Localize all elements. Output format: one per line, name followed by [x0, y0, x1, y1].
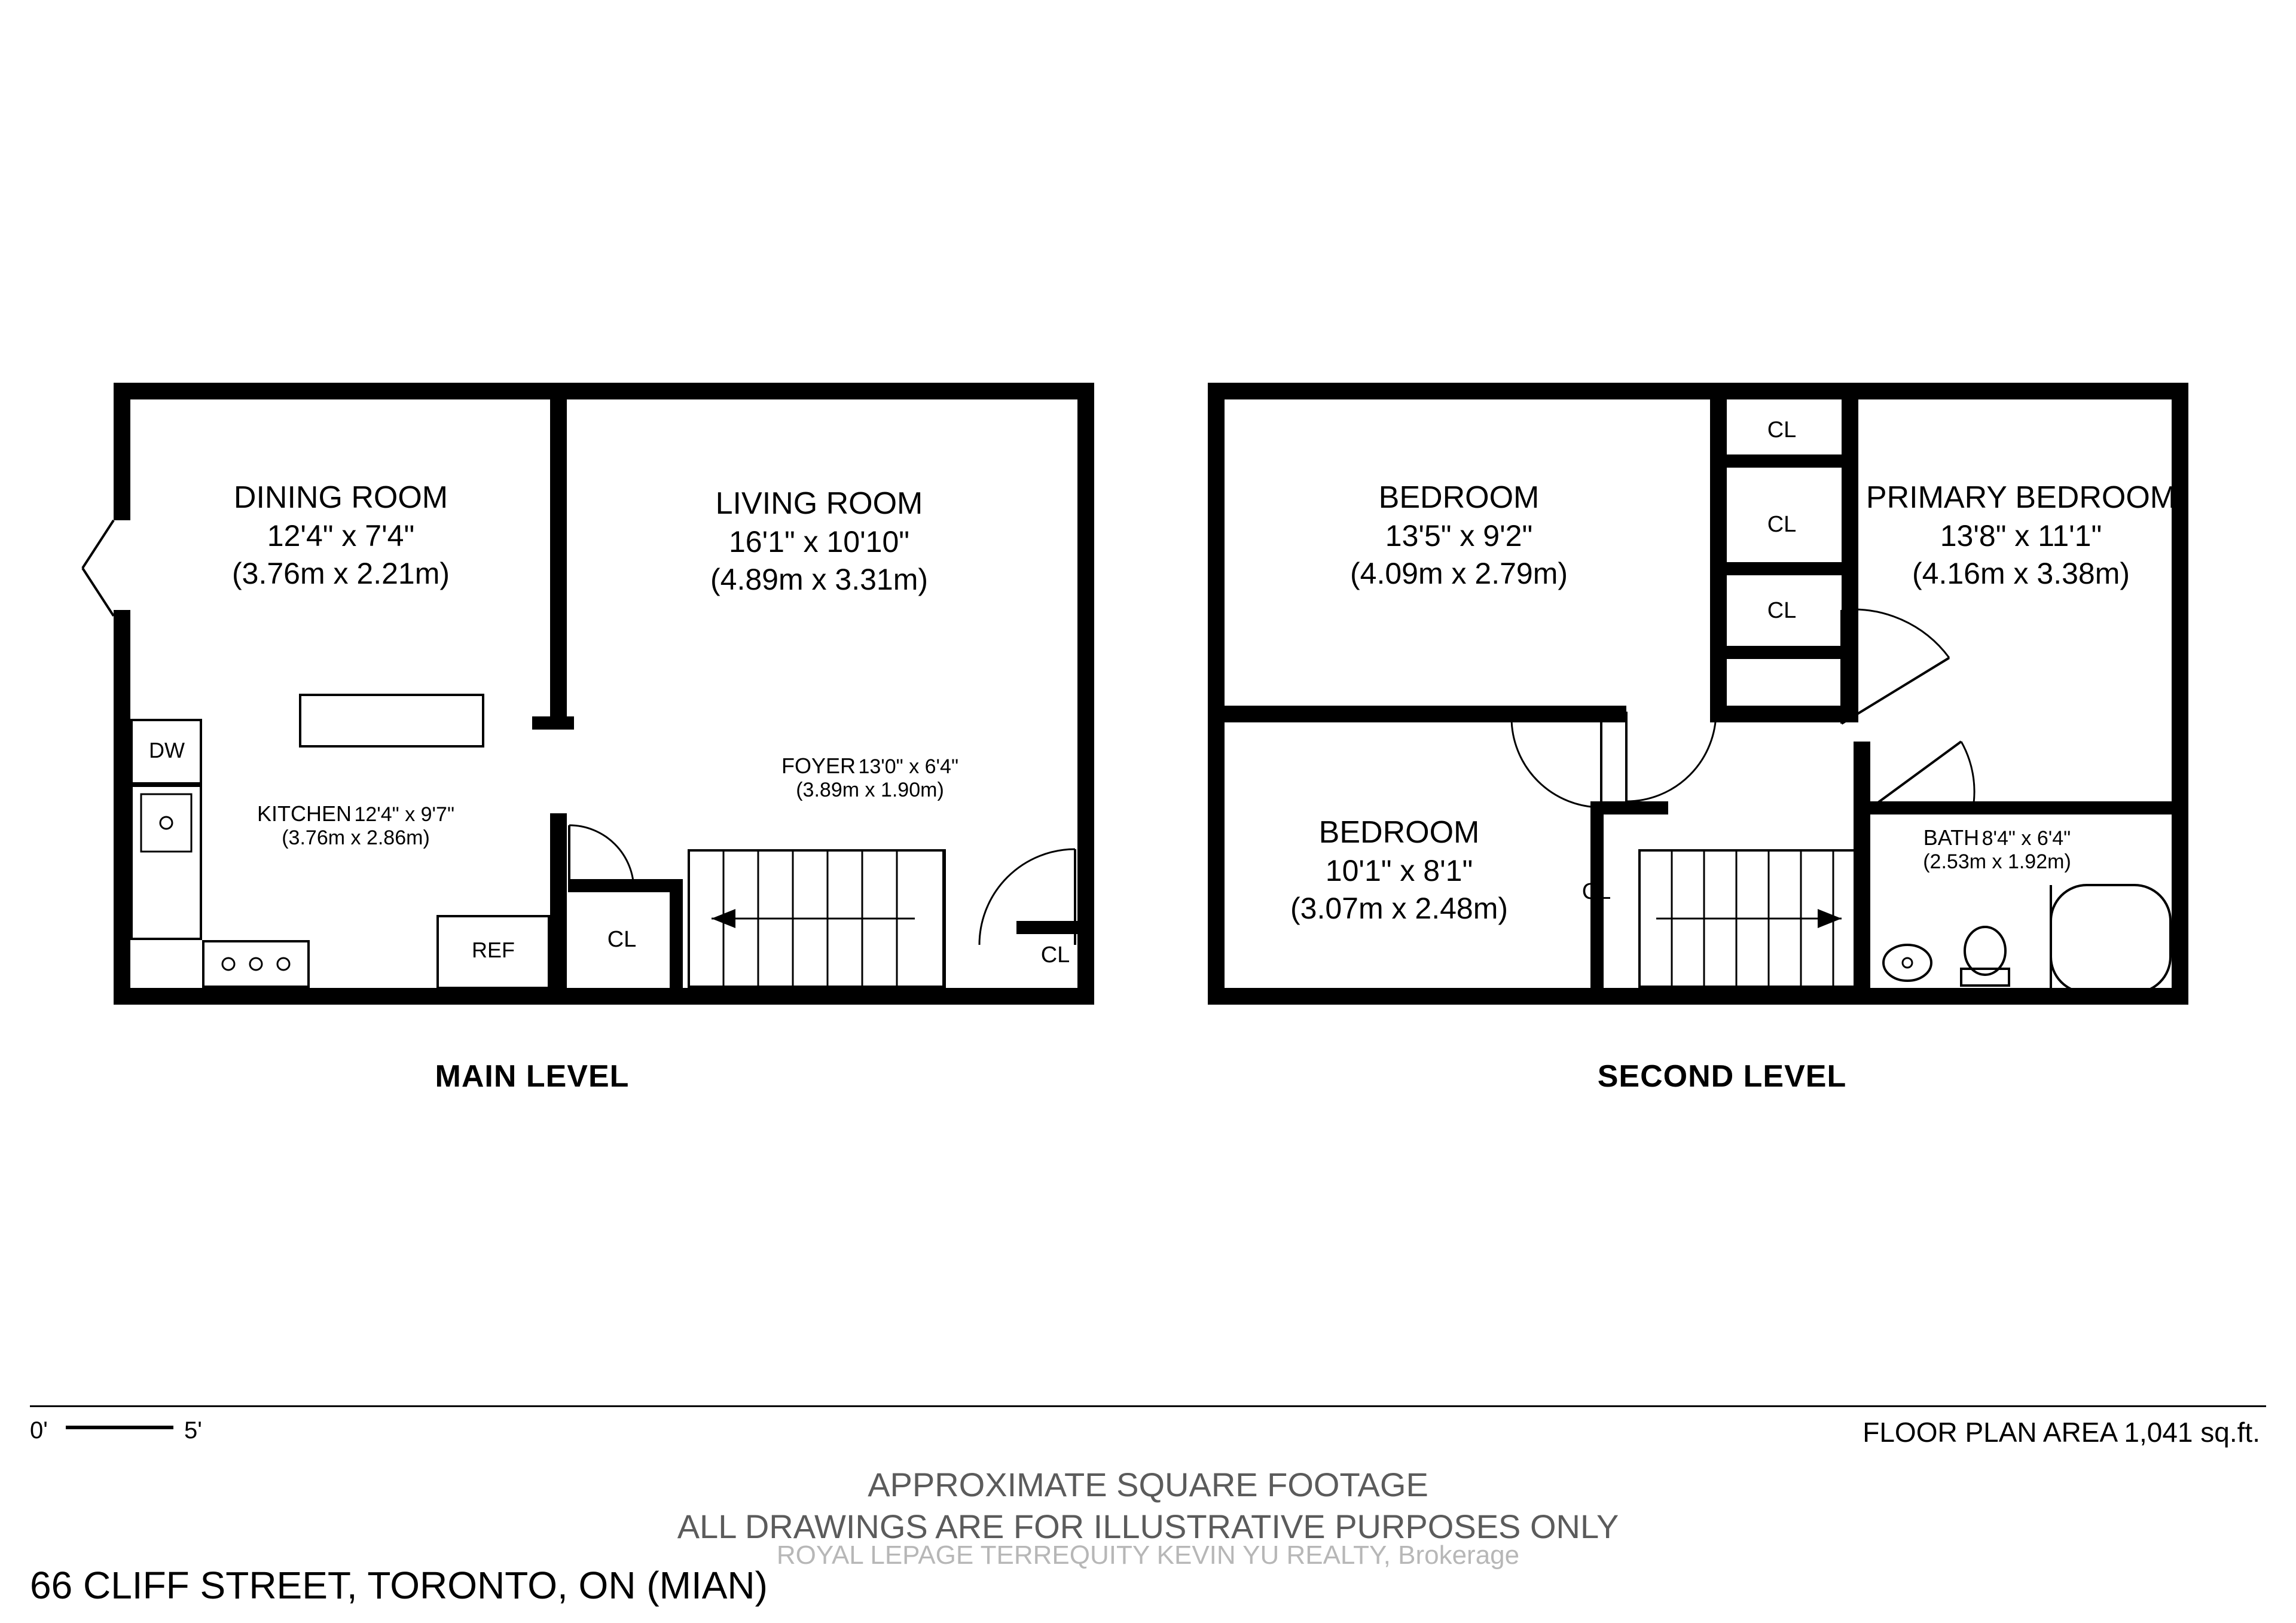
primary-label: PRIMARY BEDROOM 13'8" x 11'1" (4.16m x 3…	[1854, 478, 2188, 592]
kitchen-dims: 12'4" x 9'7"	[354, 803, 454, 826]
second-cl-top: CL	[1746, 417, 1818, 443]
dining-metric: (3.76m x 2.21m)	[185, 555, 496, 593]
second-stairs-icon	[1638, 849, 1866, 988]
cooktop-icon	[202, 940, 310, 988]
primary-dims: 13'8" x 11'1"	[1854, 517, 2188, 555]
living-metric: (4.89m x 3.31m)	[634, 561, 1004, 599]
main-cl1: CL	[586, 927, 658, 953]
main-cl2: CL	[1022, 942, 1088, 968]
primary-metric: (4.16m x 3.38m)	[1854, 555, 2188, 593]
floorplan-page: DINING ROOM 12'4" x 7'4" (3.76m x 2.21m)…	[0, 0, 2296, 1623]
kitchen-metric: (3.76m x 2.86m)	[282, 826, 430, 849]
bed1-metric: (4.09m x 2.79m)	[1292, 555, 1626, 593]
foyer-label: FOYER 13'0" x 6'4" (3.89m x 1.90m)	[765, 753, 975, 802]
kitchen-label: KITCHEN 12'4" x 9'7" (3.76m x 2.86m)	[239, 801, 472, 850]
bed1-name: BEDROOM	[1292, 478, 1626, 517]
bed2-label: BEDROOM 10'1" x 8'1" (3.07m x 2.48m)	[1244, 813, 1555, 927]
scale-five: 5'	[184, 1417, 202, 1444]
front-door-icon	[957, 825, 1076, 945]
bed2-dims: 10'1" x 8'1"	[1244, 852, 1555, 890]
footer-l1: APPROXIMATE SQUARE FOOTAGE	[0, 1465, 2296, 1504]
living-dims: 16'1" x 10'10"	[634, 523, 1004, 561]
bath-door-icon	[1871, 706, 1979, 813]
second-cl-bed2: CL	[1561, 879, 1632, 905]
footer-divider	[30, 1405, 2266, 1407]
bed2-name: BEDROOM	[1244, 813, 1555, 852]
second-level-title: SECOND LEVEL	[1555, 1058, 1889, 1094]
primary-name: PRIMARY BEDROOM	[1854, 478, 2188, 517]
scale-bar-icon	[66, 1423, 173, 1434]
second-level-plan: BEDROOM 13'5" x 9'2" (4.09m x 2.79m) PRI…	[1208, 383, 2188, 1005]
ref-tag: REF	[448, 938, 538, 963]
plan-area: FLOOR PLAN AREA 1,041 sq.ft.	[1863, 1416, 2260, 1448]
bath-name: BATH	[1923, 825, 1979, 850]
bath-dims: 8'4" x 6'4"	[1982, 827, 2071, 850]
dining-name: DINING ROOM	[185, 478, 496, 517]
living-name: LIVING ROOM	[634, 484, 1004, 523]
address: 66 CLIFF STREET, TORONTO, ON (MIAN)	[30, 1563, 768, 1607]
scale-zero: 0'	[30, 1417, 48, 1444]
dw-tag: DW	[140, 738, 194, 763]
bed2-door-icon	[1507, 718, 1602, 813]
main-level-plan: DINING ROOM 12'4" x 7'4" (3.76m x 2.21m)…	[114, 383, 1094, 1005]
foyer-metric: (3.89m x 1.90m)	[796, 779, 944, 801]
bed1-dims: 13'5" x 9'2"	[1292, 517, 1626, 555]
second-cl-low: CL	[1746, 598, 1818, 624]
foyer-dims: 13'0" x 6'4"	[858, 755, 958, 778]
dining-label: DINING ROOM 12'4" x 7'4" (3.76m x 2.21m)	[185, 478, 496, 592]
main-stairs-icon	[688, 849, 945, 988]
bed1-door-icon	[1620, 712, 1722, 813]
living-label: LIVING ROOM 16'1" x 10'10" (4.89m x 3.31…	[634, 484, 1004, 598]
island-icon	[299, 694, 484, 748]
dining-exterior-door-icon	[78, 514, 149, 622]
bath-label: BATH 8'4" x 6'4" (2.53m x 1.92m)	[1901, 825, 2093, 874]
kitchen-name: KITCHEN	[257, 801, 352, 826]
main-level-title: MAIN LEVEL	[383, 1058, 682, 1094]
bath-metric: (2.53m x 1.92m)	[1923, 850, 2071, 873]
bed1-label: BEDROOM 13'5" x 9'2" (4.09m x 2.79m)	[1292, 478, 1626, 592]
second-cl-mid: CL	[1746, 512, 1818, 538]
sink-block-icon	[130, 785, 202, 940]
closet1-door-icon	[568, 813, 646, 891]
foyer-name: FOYER	[781, 753, 856, 778]
bath-fixtures-icon	[1871, 879, 2182, 999]
bed2-metric: (3.07m x 2.48m)	[1244, 890, 1555, 928]
dining-dims: 12'4" x 7'4"	[185, 517, 496, 555]
